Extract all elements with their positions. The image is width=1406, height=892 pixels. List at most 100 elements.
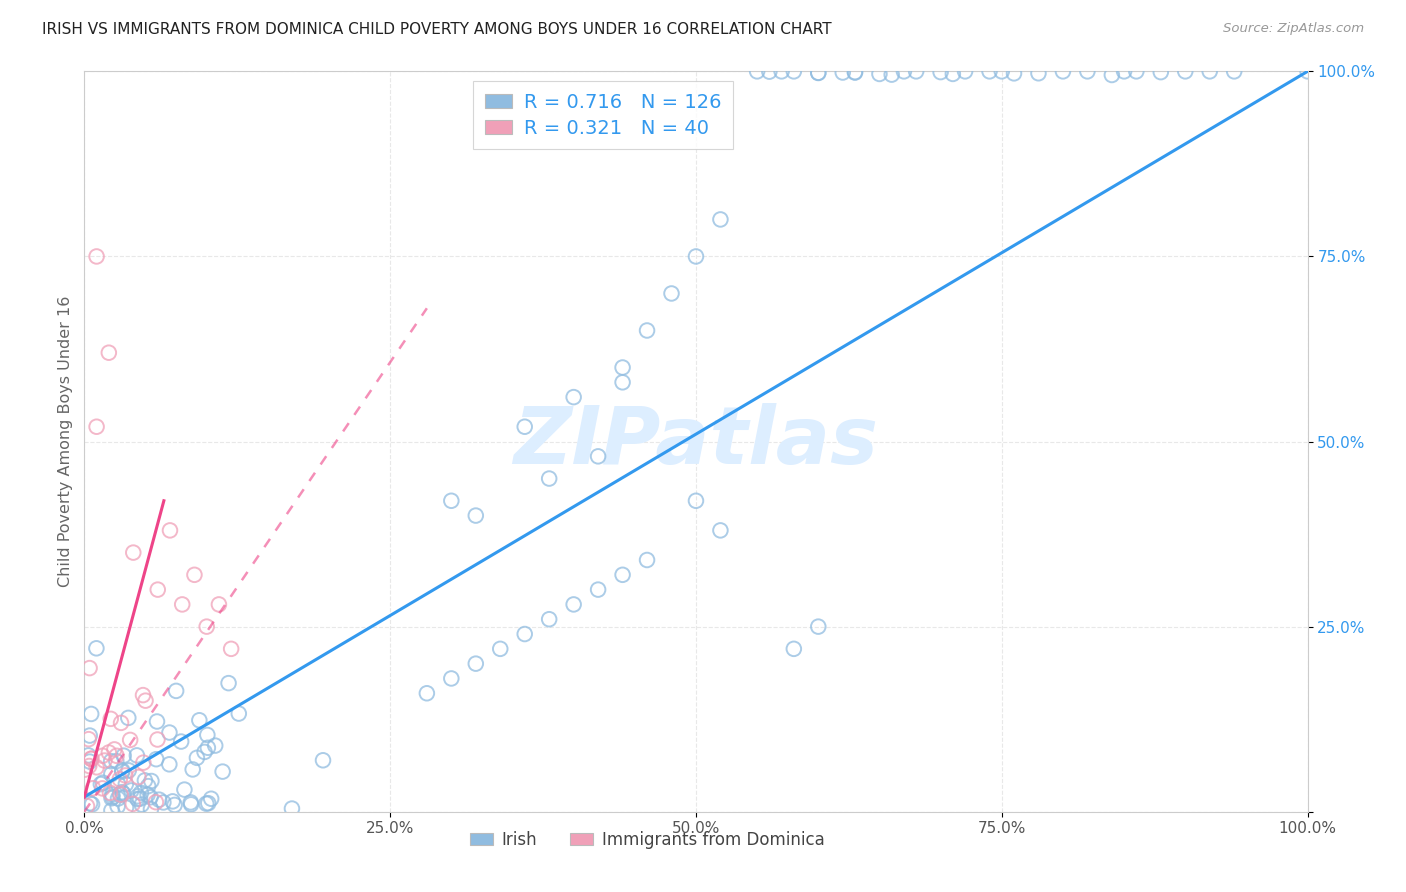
Point xyxy=(180,796,202,810)
Point xyxy=(146,714,169,729)
Point xyxy=(440,672,463,686)
Y-axis label: Child Poverty Among Boys Under 16: Child Poverty Among Boys Under 16 xyxy=(58,296,73,587)
Point xyxy=(108,772,131,787)
Point xyxy=(186,751,208,765)
Point xyxy=(76,799,98,814)
Point xyxy=(145,795,167,809)
Point xyxy=(807,66,830,80)
Point xyxy=(100,712,122,726)
Point xyxy=(281,801,304,815)
Point xyxy=(844,65,866,79)
Point xyxy=(115,800,138,814)
Point xyxy=(197,796,219,810)
Point xyxy=(991,64,1014,78)
Point xyxy=(120,733,142,747)
Point xyxy=(905,64,928,78)
Point xyxy=(101,788,124,802)
Point xyxy=(880,68,903,82)
Point xyxy=(79,755,101,769)
Point xyxy=(111,764,134,779)
Point xyxy=(612,567,634,582)
Point xyxy=(685,493,707,508)
Point xyxy=(103,742,125,756)
Point xyxy=(1125,64,1147,78)
Point xyxy=(165,684,187,698)
Point xyxy=(1002,66,1025,80)
Point xyxy=(118,764,141,778)
Point xyxy=(758,64,780,78)
Point xyxy=(747,64,769,78)
Point xyxy=(159,725,181,739)
Point xyxy=(121,797,143,811)
Point xyxy=(148,792,170,806)
Point xyxy=(1223,64,1246,78)
Point xyxy=(101,790,124,805)
Point xyxy=(77,748,100,763)
Point xyxy=(636,324,658,338)
Point xyxy=(79,796,101,810)
Point xyxy=(538,471,561,485)
Point xyxy=(709,212,731,227)
Point xyxy=(416,686,439,700)
Point xyxy=(893,64,915,78)
Text: ZIPatlas: ZIPatlas xyxy=(513,402,879,481)
Point xyxy=(139,802,162,816)
Point xyxy=(709,524,731,538)
Point xyxy=(1076,64,1098,78)
Point xyxy=(77,732,100,747)
Point xyxy=(489,641,512,656)
Point xyxy=(464,508,486,523)
Text: IRISH VS IMMIGRANTS FROM DOMINICA CHILD POVERTY AMONG BOYS UNDER 16 CORRELATION : IRISH VS IMMIGRANTS FROM DOMINICA CHILD … xyxy=(42,22,832,37)
Point xyxy=(105,754,128,768)
Point xyxy=(513,627,536,641)
Point xyxy=(538,612,561,626)
Point xyxy=(91,781,114,796)
Point xyxy=(112,748,135,763)
Point xyxy=(218,676,240,690)
Point xyxy=(831,65,853,79)
Point xyxy=(129,791,152,805)
Point xyxy=(188,713,211,727)
Point xyxy=(163,797,186,812)
Point xyxy=(100,791,122,805)
Point xyxy=(131,797,153,812)
Point xyxy=(807,66,830,80)
Point xyxy=(107,791,129,805)
Point xyxy=(1101,68,1123,82)
Point xyxy=(98,786,121,800)
Point xyxy=(86,250,108,264)
Point xyxy=(159,524,181,538)
Point xyxy=(953,64,976,78)
Point xyxy=(91,748,114,763)
Point xyxy=(173,782,195,797)
Point xyxy=(929,65,952,79)
Point xyxy=(193,745,215,759)
Point xyxy=(117,711,139,725)
Point xyxy=(807,619,830,633)
Point xyxy=(141,774,163,789)
Point xyxy=(612,376,634,390)
Point xyxy=(122,546,145,560)
Point xyxy=(100,804,122,818)
Point xyxy=(82,781,104,796)
Point xyxy=(100,754,122,768)
Point xyxy=(152,796,174,810)
Point xyxy=(80,706,103,721)
Point xyxy=(127,789,149,804)
Point xyxy=(172,598,194,612)
Point xyxy=(183,567,205,582)
Point xyxy=(108,788,131,802)
Point xyxy=(204,739,226,753)
Point xyxy=(612,360,634,375)
Point xyxy=(80,752,103,766)
Point xyxy=(211,764,233,779)
Point xyxy=(125,748,148,763)
Point xyxy=(1114,64,1136,78)
Point xyxy=(97,746,120,760)
Point xyxy=(1296,64,1319,78)
Point xyxy=(114,777,136,791)
Point xyxy=(136,779,159,793)
Point xyxy=(132,688,155,702)
Point xyxy=(170,734,193,748)
Point xyxy=(110,788,132,802)
